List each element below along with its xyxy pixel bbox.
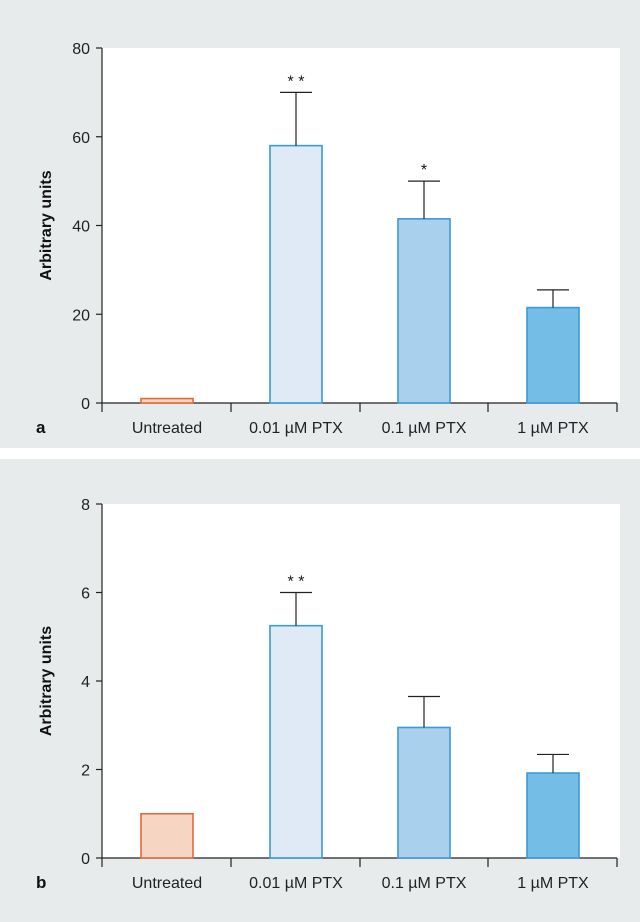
- x-tick-label: 0.01 µM PTX: [249, 420, 343, 437]
- y-tick-label: 8: [81, 497, 90, 514]
- chart-panel-a: 0 20 40 60 80 Arbitrary units a Untreated * * 0.0…: [0, 0, 640, 448]
- y-tick-label: 40: [72, 219, 90, 236]
- chart-panel-b: 0 2 4 6 8 Arbitrary units b Untreated * * 0.01 µM…: [0, 459, 640, 922]
- panel-letter: a: [36, 418, 46, 437]
- x-tick-label: Untreated: [132, 875, 202, 892]
- y-tick-label: 0: [81, 851, 90, 868]
- x-tick-label: 1 µM PTX: [517, 420, 589, 437]
- bar-1: [140, 397, 194, 404]
- bar-1: [140, 812, 194, 859]
- x-tick-label: 0.1 µM PTX: [382, 420, 467, 437]
- significance-marker: * *: [288, 574, 305, 591]
- bar-2: [269, 144, 323, 404]
- bar-chart-a: 0 20 40 60 80 Arbitrary units a Untreated * * 0.0…: [36, 41, 620, 437]
- panel-letter: b: [36, 873, 46, 892]
- y-tick-label: 6: [81, 586, 90, 603]
- bar-chart-b: 0 2 4 6 8 Arbitrary units b Untreated * * 0.01 µM…: [36, 497, 620, 892]
- y-axis-title: Arbitrary units: [38, 170, 55, 280]
- significance-marker: * *: [288, 73, 305, 90]
- bar-3: [397, 218, 451, 404]
- bar-4: [526, 306, 580, 404]
- y-tick-label: 60: [72, 130, 90, 147]
- y-tick-label: 80: [72, 41, 90, 58]
- significance-marker: *: [421, 162, 427, 179]
- y-tick-label: 0: [81, 396, 90, 413]
- x-tick-label: 0.1 µM PTX: [382, 875, 467, 892]
- y-tick-label: 20: [72, 307, 90, 324]
- x-tick-label: Untreated: [132, 420, 202, 437]
- bar-3: [397, 726, 451, 859]
- bar-4: [526, 772, 580, 859]
- y-tick-label: 4: [81, 674, 90, 691]
- x-tick-label: 0.01 µM PTX: [249, 875, 343, 892]
- y-tick-label: 2: [81, 763, 90, 780]
- x-tick-label: 1 µM PTX: [517, 875, 589, 892]
- y-axis-title: Arbitrary units: [38, 626, 55, 736]
- bar-2: [269, 624, 323, 859]
